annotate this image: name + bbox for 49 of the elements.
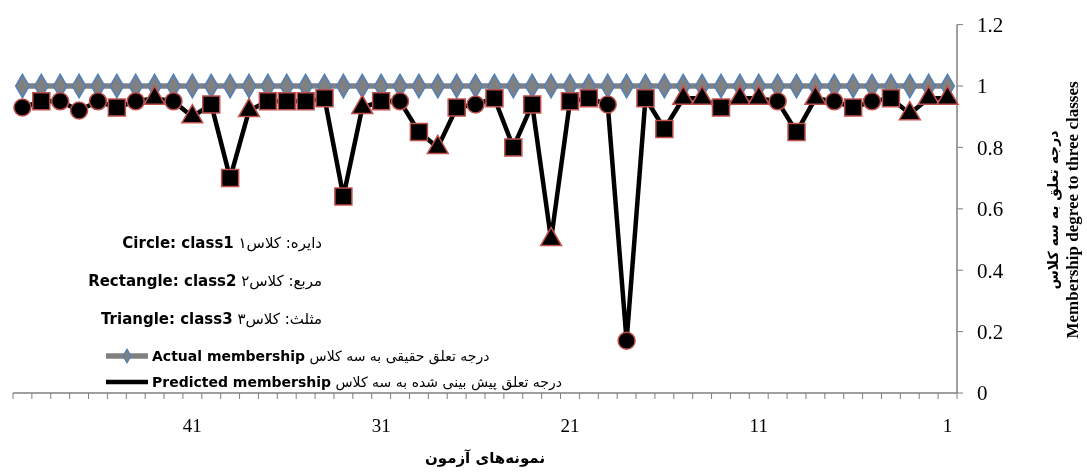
x-tick-label: 11 (749, 415, 768, 436)
point (13, 98, 32, 117)
point (390, 92, 410, 111)
x-tick-label: 41 (182, 415, 202, 436)
point (126, 92, 145, 111)
point (447, 98, 466, 117)
point (277, 92, 297, 111)
x-tick-label: 1 (942, 415, 953, 436)
point (32, 92, 51, 111)
x-tick-label: 21 (560, 415, 580, 436)
y-tick-label: 0.6 (977, 197, 1004, 222)
point (69, 101, 89, 120)
point (598, 95, 617, 114)
y-tick-label: 0.8 (977, 135, 1004, 160)
y-tick-label: 0 (977, 381, 988, 406)
point (315, 89, 334, 108)
y-tick-label: 0.4 (977, 258, 1004, 283)
x-axis-title: نمونه‌های آزمون (424, 449, 546, 467)
point (768, 92, 787, 111)
x-tick-label: 31 (371, 415, 391, 436)
point (88, 92, 108, 111)
point (655, 119, 674, 139)
point (220, 168, 240, 188)
point (617, 331, 636, 351)
point (334, 187, 353, 206)
point (787, 122, 806, 142)
point (504, 138, 523, 157)
point (881, 89, 901, 108)
point (296, 92, 315, 111)
y-tick-label: 1.2 (977, 12, 1004, 37)
point (560, 92, 580, 111)
point (825, 92, 844, 111)
point (485, 89, 504, 108)
point (409, 122, 429, 142)
point (579, 89, 599, 108)
y-tick-label: 1 (977, 74, 988, 99)
point (107, 98, 127, 117)
y-tick-label: 0.2 (977, 319, 1004, 344)
point (522, 95, 542, 114)
point (843, 98, 863, 117)
point (466, 95, 485, 114)
point (862, 92, 882, 111)
point (50, 92, 70, 111)
point (258, 92, 278, 111)
point (164, 92, 183, 111)
point (371, 92, 391, 111)
point (711, 98, 731, 117)
point (636, 89, 655, 108)
point (201, 95, 221, 114)
